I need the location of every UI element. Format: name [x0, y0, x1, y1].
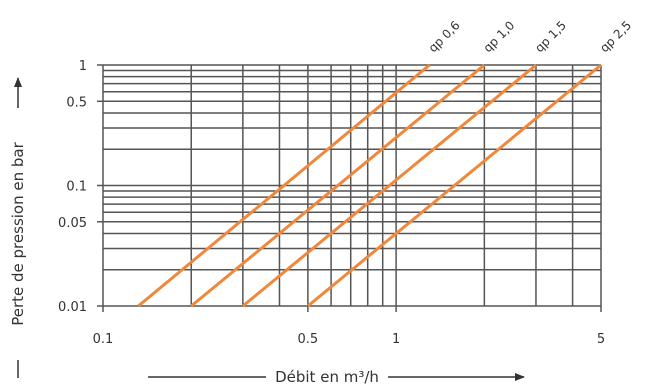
y-tick-label: 0.01 [58, 300, 87, 315]
grid [97, 64, 602, 312]
tick-labels: 0.1 0.5 1 5 0.01 0.05 0.1 0.5 1 [58, 59, 605, 347]
y-tick-label: 0.1 [66, 180, 87, 195]
series-label: qp 2,5 [597, 18, 634, 55]
series-label: qp 1,5 [532, 18, 569, 55]
y-axis-title: Perte de pression en bar [9, 141, 27, 325]
y-tick-label: 0.05 [58, 216, 87, 231]
series-label: qp 1,0 [481, 18, 518, 55]
series-group [137, 63, 602, 308]
x-tick-label: 0.1 [93, 332, 114, 347]
series-line [241, 63, 537, 308]
x-tick-label: 5 [597, 332, 605, 347]
y-tick-label: 0.5 [66, 95, 87, 110]
series-labels: qp 0,6 qp 1,0 qp 1,5 qp 2,5 [426, 18, 634, 55]
y-tick-label: 1 [79, 59, 87, 74]
series-line [306, 63, 602, 308]
series-line [137, 63, 431, 308]
x-tick-label: 0.5 [298, 332, 319, 347]
x-tick-label: 1 [392, 332, 400, 347]
series-label: qp 0,6 [426, 18, 463, 55]
series-line [190, 63, 486, 308]
x-axis-title: Débit en m³/h [275, 368, 379, 386]
